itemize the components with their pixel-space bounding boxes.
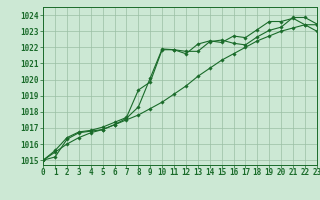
Text: Graphe pression niveau de la mer (hPa): Graphe pression niveau de la mer (hPa) (58, 185, 262, 194)
